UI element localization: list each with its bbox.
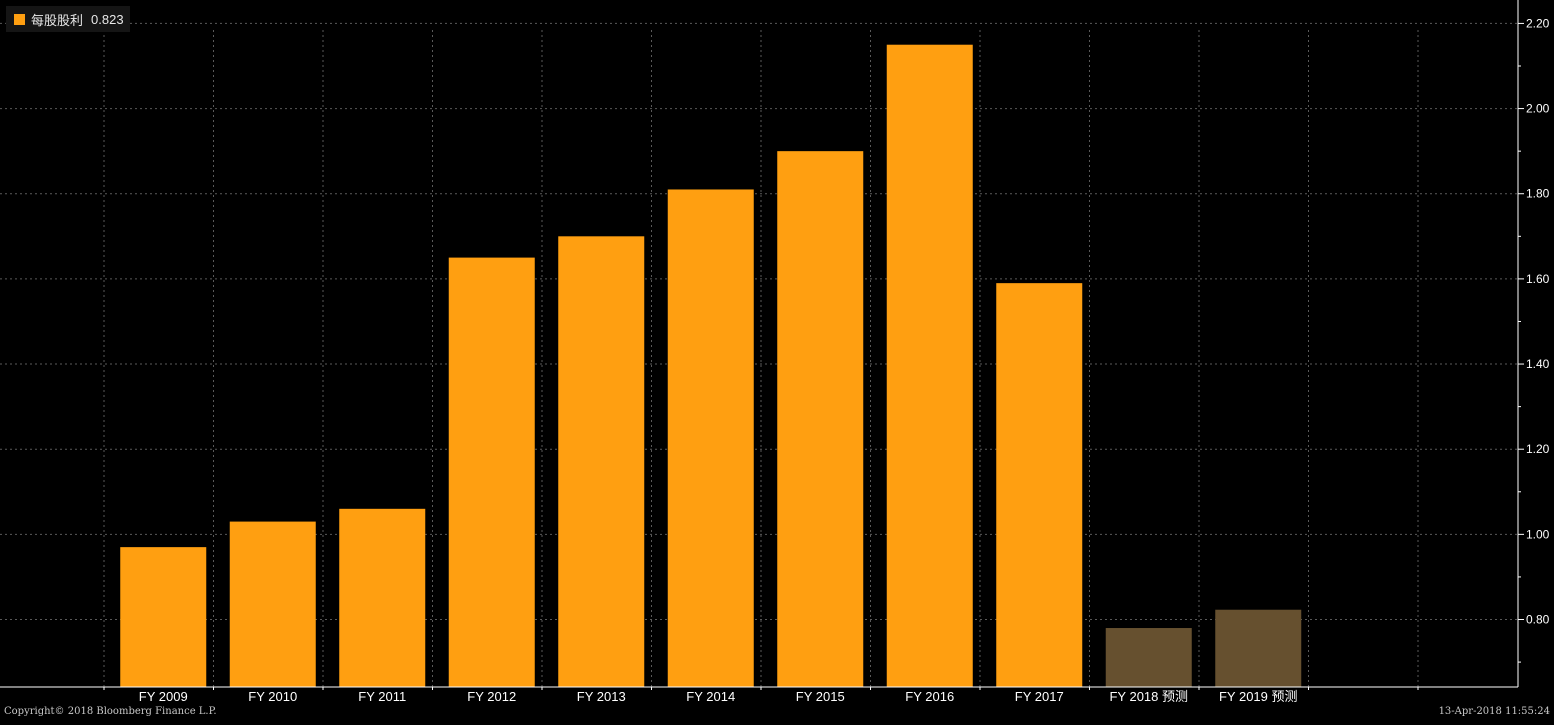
legend-label: 每股股利 (31, 12, 84, 28)
grid-lines (0, 22, 1518, 687)
bar-5 (558, 236, 645, 687)
y-tick-label: 1.00 (1526, 527, 1550, 541)
bar-3 (339, 508, 426, 687)
timestamp: 13-Apr-2018 11:55:24 (1438, 706, 1550, 717)
x-tick-label: FY 2018 预测 (1109, 689, 1188, 704)
chart-legend: 每股股利 0.823 (6, 6, 130, 32)
legend-value: 0.823 (91, 11, 124, 27)
y-tick-labels: 0.80 1.00 1.20 1.40 1.60 1.80 2.00 2.20 (1526, 16, 1550, 626)
y-tick-label: 1.80 (1526, 187, 1550, 201)
x-tick-label: FY 2017 (1015, 689, 1064, 704)
y-tick-label: 1.20 (1526, 442, 1550, 456)
bar-7 (777, 151, 864, 687)
axes (0, 0, 1524, 690)
bars (120, 44, 1302, 688)
x-tick-label: FY 2019 预测 (1219, 689, 1298, 704)
y-tick-label: 2.00 (1526, 102, 1550, 116)
bar-11 (1215, 609, 1302, 687)
x-tick-label: FY 2009 (139, 689, 188, 704)
x-tick-label: FY 2012 (467, 689, 516, 704)
y-tick-label: 0.80 (1526, 613, 1550, 627)
y-tick-label: 2.20 (1526, 16, 1550, 30)
y-tick-label: 1.40 (1526, 357, 1550, 371)
x-tick-labels: FY 2009 FY 2010 FY 2011 FY 2012 FY 2013 FY 20… (139, 689, 1298, 704)
bar-1 (120, 547, 207, 687)
bar-8 (886, 44, 973, 688)
bar-9 (996, 283, 1083, 687)
x-tick-label: FY 2013 (577, 689, 626, 704)
bar-6 (667, 189, 754, 687)
x-tick-label: FY 2011 (358, 689, 406, 704)
bar-4 (448, 257, 535, 687)
x-tick-label: FY 2016 (905, 689, 954, 704)
x-tick-label: FY 2010 (248, 689, 297, 704)
y-tick-label: 1.60 (1526, 272, 1550, 286)
x-tick-label: FY 2015 (796, 689, 845, 704)
bar-2 (229, 521, 316, 687)
x-tick-label: FY 2014 (686, 689, 735, 704)
copyright-notice: Copyright© 2018 Bloomberg Finance L.P. (4, 706, 217, 717)
legend-swatch (14, 13, 25, 25)
bar-10 (1105, 628, 1192, 687)
